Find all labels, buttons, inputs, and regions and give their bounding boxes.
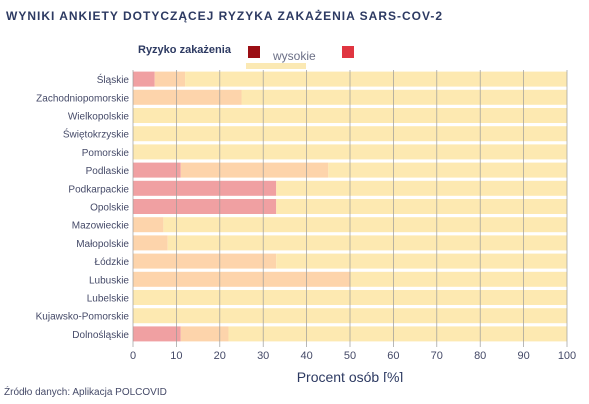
bar-segment xyxy=(276,180,567,196)
legend-label-high: wysokie xyxy=(273,49,316,63)
bar-segment xyxy=(163,217,567,233)
category-label: Śląskie xyxy=(97,73,130,86)
bar-segment xyxy=(133,326,181,342)
bar-chart: Śląskie Zachodniopomorskie Wielkopolskie Św… xyxy=(36,70,576,382)
bar-segment xyxy=(133,162,181,178)
legend-overlap xyxy=(246,63,306,69)
x-tick-label: 70 xyxy=(431,350,443,362)
bar-segment xyxy=(241,89,567,105)
bar-segment xyxy=(180,162,329,178)
bar-segment xyxy=(180,326,229,342)
x-tick-label: 50 xyxy=(344,350,356,362)
category-label: Opolskie xyxy=(90,203,129,214)
category-label: Małopolskie xyxy=(76,239,129,250)
bar-segment xyxy=(133,180,277,196)
bar-segment xyxy=(350,271,567,287)
bar-segment xyxy=(133,253,277,269)
category-label: Dolnośląskie xyxy=(72,330,129,341)
x-tick-label: 20 xyxy=(214,350,226,362)
x-axis-label: Procent osób [%] xyxy=(297,369,404,382)
category-label: Zachodniopomorskie xyxy=(36,93,129,104)
bar-segment xyxy=(328,162,567,178)
bar-segment xyxy=(133,89,242,105)
bar-segment xyxy=(167,235,567,251)
legend-swatch-medium xyxy=(342,46,354,58)
bar-segment xyxy=(276,199,567,214)
bar-segment xyxy=(228,326,568,342)
category-label: Lubelskie xyxy=(87,294,130,305)
x-tick-label: 40 xyxy=(300,350,312,362)
x-tick-label: 0 xyxy=(130,350,136,362)
legend-title: Ryzyko zakażenia xyxy=(138,44,231,56)
bar-segment xyxy=(133,271,350,287)
bar-segment xyxy=(133,235,168,251)
category-label: Lubuskie xyxy=(89,275,129,286)
bar-segment xyxy=(133,217,164,233)
x-tick-label: 30 xyxy=(257,350,269,362)
category-label: Podkarpackie xyxy=(68,184,129,195)
chart-title: WYNIKI ANKIETY DOTYCZĄCEJ RYZYKA ZAKAŻEN… xyxy=(6,9,444,23)
category-label: Kujawsko-Pomorskie xyxy=(36,312,130,323)
category-label: Wielkopolskie xyxy=(68,112,130,123)
bar-segment xyxy=(133,199,277,214)
category-label: Mazowieckie xyxy=(72,221,130,232)
x-tick-label: 60 xyxy=(387,350,399,362)
bar-segment xyxy=(185,71,567,87)
source-note: Źródło danych: Aplikacja POLCOVID xyxy=(4,387,167,398)
x-tick-label: 100 xyxy=(558,350,576,362)
category-label: Podlaskie xyxy=(86,166,130,177)
x-tick-label: 10 xyxy=(170,350,182,362)
legend: Ryzyko zakażenia wysokie xyxy=(138,44,368,70)
bar-segment xyxy=(133,71,155,87)
bar-segment xyxy=(276,253,567,269)
x-tick-label: 80 xyxy=(474,350,486,362)
legend-swatch-high xyxy=(248,46,260,58)
category-label: Pomorskie xyxy=(82,148,130,159)
bar-segment xyxy=(154,71,186,87)
x-tick-label: 90 xyxy=(517,350,529,362)
category-label: Świętokrzyskie xyxy=(63,128,130,141)
category-label: Łódzkie xyxy=(95,257,130,268)
